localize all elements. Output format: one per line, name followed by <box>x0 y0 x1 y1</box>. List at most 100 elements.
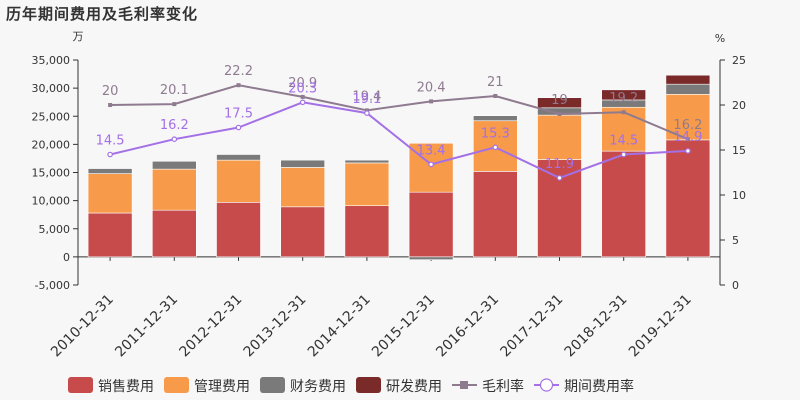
bar-segment <box>601 89 647 101</box>
data-label: 14.5 <box>609 134 638 149</box>
bar-segment <box>216 159 261 203</box>
line-marker <box>685 148 691 154</box>
x-tick-label: 2016-12-31 <box>433 292 502 361</box>
line-marker <box>108 103 113 107</box>
bar-segment <box>344 162 390 206</box>
bar-segment <box>152 160 197 170</box>
left-tick-label: 35,000 <box>32 54 71 67</box>
line-marker <box>107 151 113 158</box>
data-labels: 20 20.1 22.2 20.9 19.4 20.4 21 19 19.2 16.2 14.5 16… <box>96 64 703 172</box>
left-tick-label: 30,000 <box>32 82 71 95</box>
line-marker <box>621 110 626 115</box>
line-marker <box>171 136 178 143</box>
right-tick-label: 20 <box>732 99 746 112</box>
data-label: 16.2 <box>160 118 189 133</box>
data-label: 19.4 <box>352 89 381 104</box>
bar-segment <box>280 159 326 168</box>
x-tick-label: 2011-12-31 <box>112 292 181 361</box>
bar-segment <box>665 74 711 85</box>
data-label: 14.9 <box>673 130 702 145</box>
line-marker <box>429 99 434 104</box>
left-tick-label: 25,000 <box>32 110 71 123</box>
bar-segment <box>216 154 261 161</box>
line-marker <box>557 112 562 116</box>
x-tick-label: 2019-12-31 <box>626 292 695 361</box>
data-label: 19.1 <box>352 92 381 107</box>
legend-swatch <box>164 377 189 393</box>
bar-segment <box>665 139 711 258</box>
data-label: 15.3 <box>481 126 510 141</box>
legend-label: 财务费用 <box>290 379 346 395</box>
legend-label: 管理费用 <box>194 379 250 395</box>
legend-label: 销售费用 <box>98 379 154 395</box>
lines <box>107 83 691 181</box>
right-tick-label: 25 <box>732 54 746 67</box>
chart-title: 历年期间费用及毛利率变化 <box>6 5 199 23</box>
right-tick-label: 5 <box>732 234 739 247</box>
bar-segment <box>87 173 133 214</box>
bar-segment <box>601 106 647 152</box>
bar-segment <box>408 191 454 258</box>
line-marker <box>300 94 305 99</box>
line-marker <box>172 102 177 107</box>
data-label: 20.1 <box>160 83 189 98</box>
bar-segment <box>665 83 711 95</box>
data-label: 19 <box>551 93 568 108</box>
bar-segment <box>344 159 390 164</box>
line-marker <box>493 94 498 98</box>
data-label: 16.2 <box>673 118 702 133</box>
bars <box>87 74 711 260</box>
left-axis-unit: 万 <box>73 30 84 43</box>
left-tick-label: 5,000 <box>39 223 71 236</box>
bar-segment <box>472 115 518 122</box>
line-marker <box>685 137 690 142</box>
left-tick-label: -5,000 <box>35 279 70 292</box>
line-marker <box>620 151 627 158</box>
data-label: 20.3 <box>288 81 317 96</box>
bar-segment <box>537 159 582 258</box>
x-tick-label: 2014-12-31 <box>305 292 374 361</box>
x-tick-label: 2017-12-31 <box>497 292 566 361</box>
legend-swatch <box>260 377 285 393</box>
x-tick-label: 2015-12-31 <box>369 292 438 361</box>
bar-segment <box>344 205 390 258</box>
data-label: 17.5 <box>224 107 253 122</box>
bar-segment <box>601 150 647 258</box>
legend-label: 毛利率 <box>482 378 524 395</box>
line-marker <box>492 144 499 151</box>
data-label: 22.2 <box>224 64 253 79</box>
data-label: 11.9 <box>545 157 574 172</box>
line-marker <box>428 161 434 168</box>
left-tick-label: 20,000 <box>32 138 71 151</box>
legend-marker <box>539 378 554 392</box>
right-tick-label: 10 <box>732 189 746 202</box>
line-marker <box>556 175 563 181</box>
bar-segment <box>280 206 326 258</box>
data-label: 20.9 <box>288 76 317 91</box>
bar-segment <box>537 97 582 109</box>
bar-segment <box>537 114 582 160</box>
right-axis-unit: % <box>715 32 725 45</box>
legend-swatch <box>68 377 93 393</box>
x-tick-label: 2018-12-31 <box>562 292 631 361</box>
bar-segment <box>152 209 197 258</box>
legend-label: 研发费用 <box>386 379 442 395</box>
x-tick-label: 2012-12-31 <box>176 292 245 361</box>
data-label: 19.2 <box>609 91 638 106</box>
left-tick-label: 0 <box>63 251 70 264</box>
bar-segment <box>472 171 518 258</box>
bar-segment <box>216 202 261 258</box>
line-marker <box>235 124 242 131</box>
x-tick-label: 2010-12-31 <box>48 292 117 361</box>
bar-segment <box>152 168 197 211</box>
line-marker <box>299 99 306 106</box>
legend-swatch <box>356 377 381 393</box>
right-tick-label: 0 <box>732 279 739 292</box>
series-line <box>110 84 689 141</box>
line-marker <box>236 83 241 88</box>
legend: 销售费用 管理费用 财务费用 研发费用 毛利率 期间费用率 <box>68 377 634 395</box>
legend-label: 期间费用率 <box>564 378 634 395</box>
data-label: 13.4 <box>417 143 446 158</box>
series-line <box>109 101 688 179</box>
